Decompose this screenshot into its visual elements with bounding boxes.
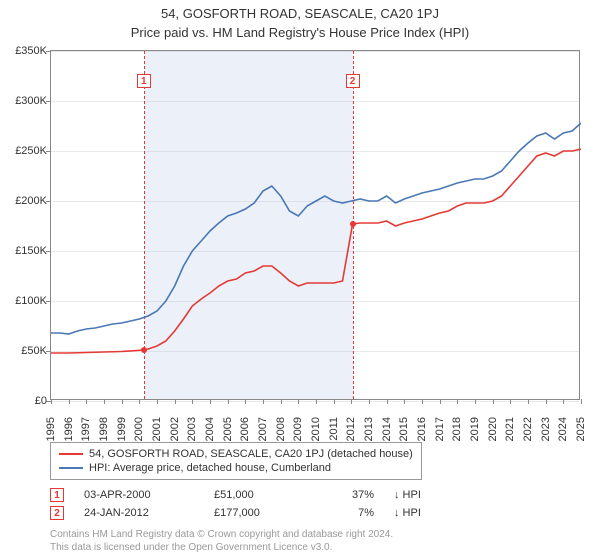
x-axis-label: 2025 xyxy=(575,417,587,457)
event-pct: 37% xyxy=(314,489,374,501)
series-property xyxy=(51,149,581,353)
y-axis-label: £50K xyxy=(3,345,47,357)
x-axis-label: 2019 xyxy=(469,417,481,457)
event-price: £51,000 xyxy=(214,489,294,501)
event-point xyxy=(350,221,356,227)
gridline xyxy=(51,401,579,402)
x-tick xyxy=(581,399,582,404)
legend: 54, GOSFORTH ROAD, SEASCALE, CA20 1PJ (d… xyxy=(50,442,422,480)
x-axis-label: 2024 xyxy=(557,417,569,457)
y-axis-label: £350K xyxy=(3,45,47,57)
footer-line-2: This data is licensed under the Open Gov… xyxy=(50,541,393,554)
event-marker-1: 1 xyxy=(137,74,151,88)
event-point xyxy=(141,347,147,353)
legend-row: HPI: Average price, detached house, Cumb… xyxy=(59,461,413,475)
event-pct: 7% xyxy=(314,507,374,519)
plot-area: £0£50K£100K£150K£200K£250K£300K£350K1995… xyxy=(50,50,580,400)
event-number-box: 2 xyxy=(50,506,64,520)
series-hpi xyxy=(51,123,581,334)
x-axis-label: 2020 xyxy=(487,417,499,457)
chart-container: 54, GOSFORTH ROAD, SEASCALE, CA20 1PJ Pr… xyxy=(0,0,600,560)
event-date: 03-APR-2000 xyxy=(84,489,194,501)
x-axis-label: 2023 xyxy=(540,417,552,457)
event-marker-2: 2 xyxy=(346,74,360,88)
legend-swatch xyxy=(59,467,83,469)
y-axis-label: £150K xyxy=(3,245,47,257)
y-axis-label: £200K xyxy=(3,195,47,207)
legend-label: HPI: Average price, detached house, Cumb… xyxy=(89,462,331,474)
y-axis-label: £300K xyxy=(3,95,47,107)
event-row: 1 03-APR-2000 £51,000 37% ↓ HPI xyxy=(50,486,421,504)
event-table: 1 03-APR-2000 £51,000 37% ↓ HPI 2 24-JAN-2012 £… xyxy=(50,486,421,522)
footer-attribution: Contains HM Land Registry data © Crown c… xyxy=(50,528,393,554)
chart-title-address: 54, GOSFORTH ROAD, SEASCALE, CA20 1PJ xyxy=(0,0,600,21)
event-date: 24-JAN-2012 xyxy=(84,507,194,519)
legend-label: 54, GOSFORTH ROAD, SEASCALE, CA20 1PJ (d… xyxy=(89,448,413,460)
x-axis-label: 2021 xyxy=(504,417,516,457)
x-axis-label: 2022 xyxy=(522,417,534,457)
legend-swatch xyxy=(59,453,83,455)
y-axis-label: £100K xyxy=(3,295,47,307)
y-axis-label: £0 xyxy=(3,395,47,407)
event-price: £177,000 xyxy=(214,507,294,519)
event-hpi-diff: ↓ HPI xyxy=(394,507,421,519)
y-axis-label: £250K xyxy=(3,145,47,157)
x-axis-label: 2018 xyxy=(451,417,463,457)
x-axis-label: 2017 xyxy=(434,417,446,457)
footer-line-1: Contains HM Land Registry data © Crown c… xyxy=(50,528,393,541)
chart-subtitle: Price paid vs. HM Land Registry's House … xyxy=(0,21,600,40)
chart-lines xyxy=(51,51,581,401)
event-row: 2 24-JAN-2012 £177,000 7% ↓ HPI xyxy=(50,504,421,522)
event-hpi-diff: ↓ HPI xyxy=(394,489,421,501)
event-number-box: 1 xyxy=(50,488,64,502)
legend-row: 54, GOSFORTH ROAD, SEASCALE, CA20 1PJ (d… xyxy=(59,447,413,461)
